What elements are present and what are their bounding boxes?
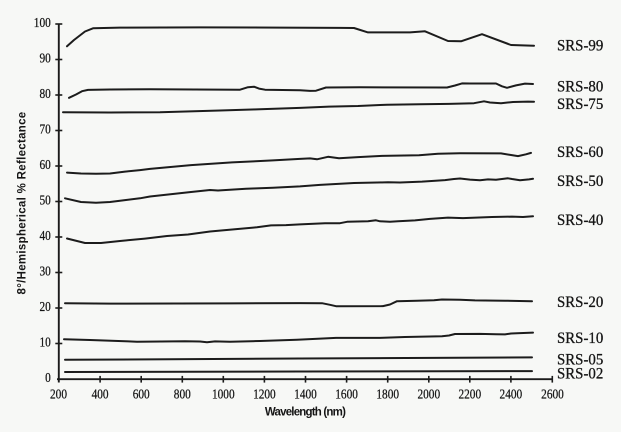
svg-text:Wavelength (nm): Wavelength (nm) bbox=[265, 407, 346, 419]
svg-text:SRS-10: SRS-10 bbox=[557, 330, 604, 348]
svg-text:100: 100 bbox=[34, 15, 51, 30]
svg-text:1000: 1000 bbox=[212, 387, 235, 402]
svg-text:80: 80 bbox=[39, 86, 50, 101]
svg-text:30: 30 bbox=[39, 264, 50, 279]
svg-text:2400: 2400 bbox=[500, 387, 523, 402]
svg-text:10: 10 bbox=[39, 335, 50, 350]
svg-text:40: 40 bbox=[39, 228, 50, 243]
svg-text:2200: 2200 bbox=[458, 387, 481, 402]
svg-text:2000: 2000 bbox=[417, 387, 440, 402]
svg-text:8°/Hemispherical % Reflectance: 8°/Hemispherical % Reflectance bbox=[17, 112, 29, 295]
svg-text:SRS-75: SRS-75 bbox=[557, 96, 604, 114]
svg-text:20: 20 bbox=[39, 299, 50, 314]
svg-text:50: 50 bbox=[39, 193, 50, 208]
svg-text:800: 800 bbox=[174, 387, 191, 402]
svg-text:1200: 1200 bbox=[253, 387, 276, 402]
svg-text:600: 600 bbox=[133, 387, 150, 402]
svg-text:SRS-80: SRS-80 bbox=[557, 78, 604, 96]
svg-text:1600: 1600 bbox=[335, 387, 358, 402]
svg-text:400: 400 bbox=[92, 387, 109, 402]
svg-text:1800: 1800 bbox=[376, 387, 399, 402]
svg-text:70: 70 bbox=[39, 122, 50, 137]
svg-text:SRS-05: SRS-05 bbox=[557, 351, 604, 369]
svg-text:SRS-20: SRS-20 bbox=[557, 294, 604, 312]
svg-text:SRS-99: SRS-99 bbox=[557, 37, 604, 55]
svg-text:90: 90 bbox=[39, 51, 50, 66]
svg-text:0: 0 bbox=[45, 370, 51, 385]
svg-text:SRS-60: SRS-60 bbox=[557, 144, 604, 162]
svg-text:60: 60 bbox=[39, 157, 50, 172]
svg-text:1400: 1400 bbox=[294, 387, 317, 402]
svg-text:SRS-50: SRS-50 bbox=[557, 173, 604, 191]
svg-text:SRS-40: SRS-40 bbox=[557, 212, 604, 230]
svg-text:SRS-02: SRS-02 bbox=[557, 365, 603, 383]
svg-text:200: 200 bbox=[50, 387, 67, 402]
svg-text:2600: 2600 bbox=[541, 387, 564, 402]
